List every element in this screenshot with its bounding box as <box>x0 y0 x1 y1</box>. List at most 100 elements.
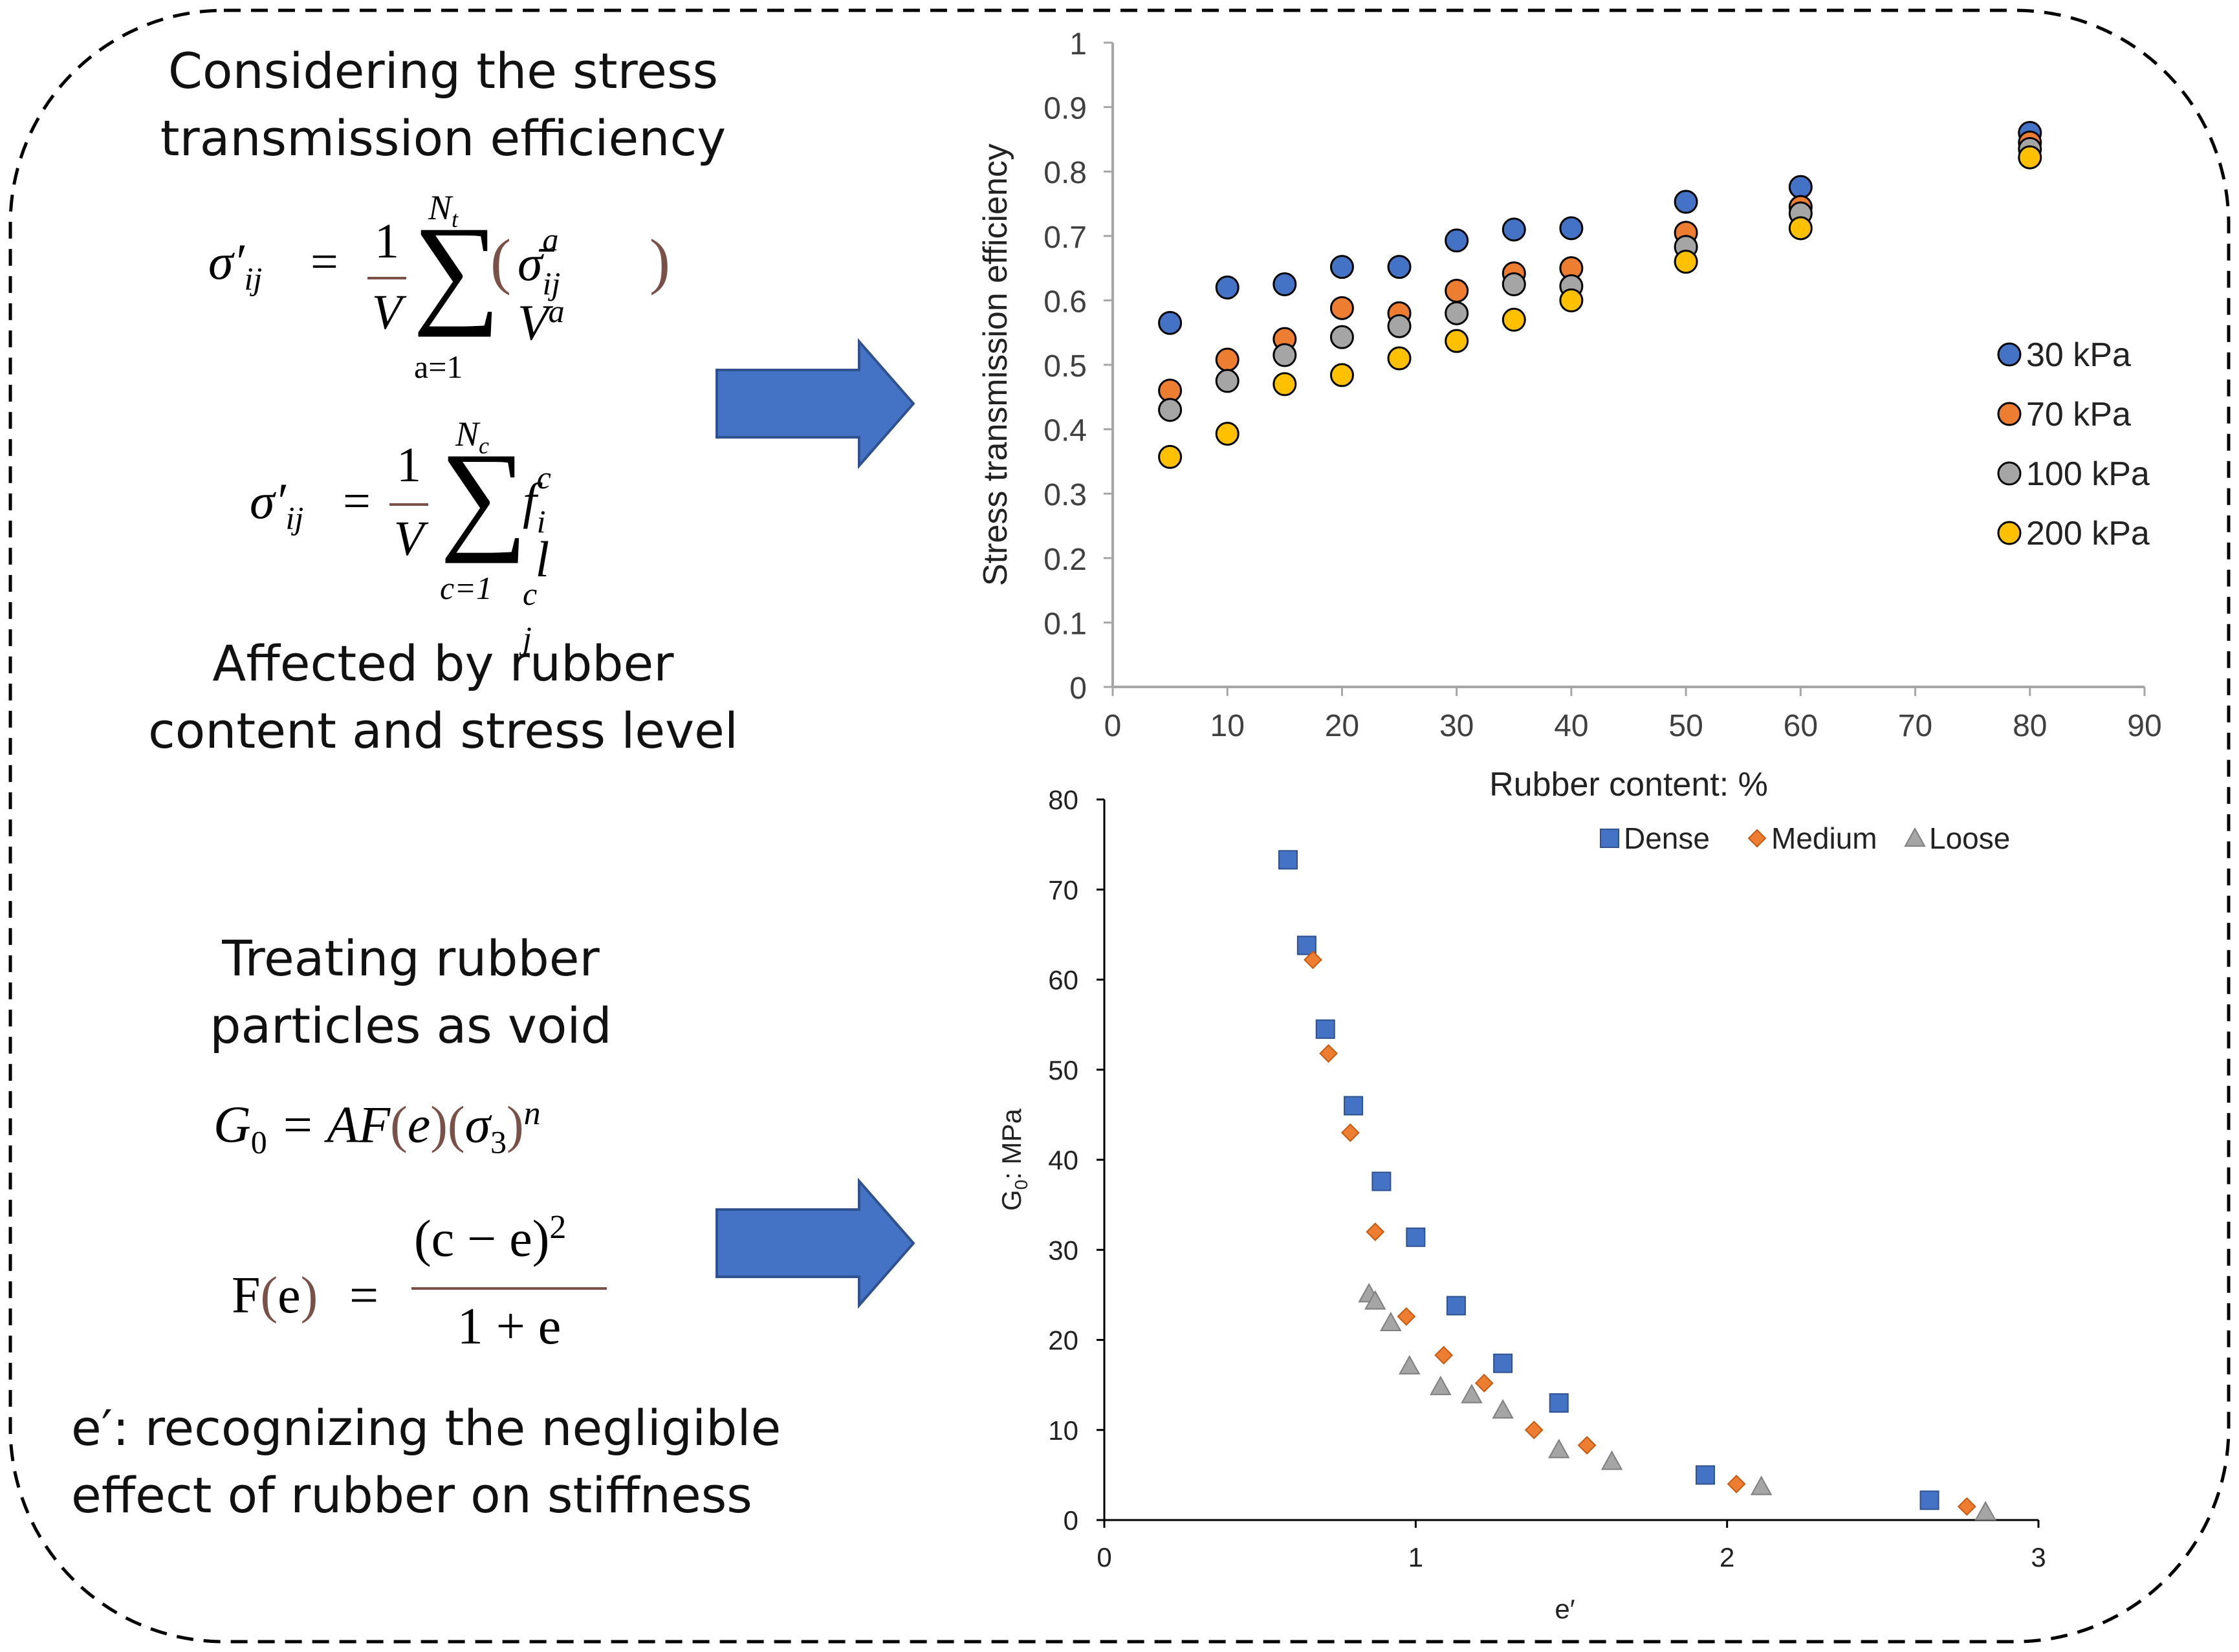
chart1-point <box>1445 228 1469 253</box>
note1-line1: Affected by rubber <box>212 635 674 692</box>
equation-g0: G0 = AF(e)(σ3)n <box>213 1095 541 1160</box>
chart1-point <box>1559 216 1584 241</box>
chart1-point <box>1329 363 1354 387</box>
note1-line2: content and stress level <box>147 702 739 759</box>
eq1-bottom: a=1 <box>414 349 463 385</box>
chart2-point <box>1600 1450 1623 1470</box>
chart1-x-label: Rubber content: % <box>1489 766 1768 803</box>
note-rubber-content: Affected by rubber content and stress le… <box>84 630 802 765</box>
chart1-legend-label: 70 kPa <box>2026 396 2131 433</box>
chart1-x-tick-label: 50 <box>1668 709 1703 743</box>
chart1-y-tick-label: 0.9 <box>1043 92 1087 126</box>
chart2-point <box>1695 1465 1715 1485</box>
chart1-point <box>1674 250 1698 274</box>
chart2-point <box>1549 1393 1569 1413</box>
chart2-y-tick-label: 80 <box>1048 785 1078 815</box>
chart1-legend-label: 200 kPa <box>2026 515 2150 552</box>
eq2-equals: = <box>343 474 371 528</box>
chart1-legend-label: 30 kPa <box>2026 336 2131 374</box>
heading1-line1: Considering the stress <box>168 42 719 100</box>
chart2-point <box>1430 1375 1452 1395</box>
eq1-top-sub: t <box>452 206 459 232</box>
chart2-point <box>1750 1475 1773 1495</box>
chart2-x-tick-label: 2 <box>1720 1542 1734 1572</box>
chart2-y-label-rest: : MPa <box>996 1108 1027 1179</box>
chart1-point <box>1158 310 1183 335</box>
chart1-x-tick-label: 0 <box>1104 709 1122 743</box>
chart2-point <box>1919 1490 1939 1510</box>
chart1-y-tick-label: 0.7 <box>1043 221 1087 255</box>
chart1-point <box>1788 216 1813 241</box>
eq1-v-sup: a <box>548 293 565 329</box>
chart1-y-tick-label: 0.2 <box>1043 543 1087 577</box>
eq3-rhs: = AF <box>279 1096 391 1154</box>
chart2-point <box>1319 1044 1338 1063</box>
chart1-point <box>1329 296 1354 320</box>
chart1-point <box>1272 272 1297 296</box>
sigma-sum-icon-2: ∑ <box>440 428 528 564</box>
sigma-sum-icon-1: ∑ <box>413 202 501 338</box>
chart1-y-tick-label: 0.5 <box>1043 349 1087 384</box>
eq4-e: e <box>278 1267 301 1324</box>
chart2-point <box>1493 1353 1513 1373</box>
chart2-x-tick-label: 1 <box>1408 1542 1423 1572</box>
chart2-point <box>1397 1307 1416 1326</box>
chart1-point <box>1445 301 1469 325</box>
chart2-point <box>1304 950 1322 970</box>
eq3-e: e <box>407 1096 431 1154</box>
eq4-num: (c − e) <box>414 1210 550 1268</box>
chart2-legend-label: Medium <box>1771 821 1877 855</box>
chart2-point <box>1957 1497 1976 1516</box>
chart1-point <box>1158 444 1183 469</box>
heading-treating-rubber: Treating rubber particles as void <box>52 925 770 1060</box>
chart2-y-tick-label: 70 <box>1048 875 1078 905</box>
eq4-f: F <box>232 1267 261 1324</box>
chart1-point <box>2018 145 2042 169</box>
eq1-top: N <box>428 188 452 227</box>
chart2-legend-label: Dense <box>1624 821 1710 855</box>
chart1-point <box>1559 288 1584 312</box>
eq3-sigma: σ <box>464 1096 490 1154</box>
eq2-lhs-sub: ij <box>285 499 304 536</box>
chart2-y-tick-label: 0 <box>1064 1505 1078 1536</box>
eq2-top: N <box>455 415 479 453</box>
eq2-f: f <box>523 473 537 529</box>
chart1-point <box>1329 325 1354 349</box>
eq1-body-sub: ij <box>542 265 561 301</box>
chart2-legend-marker <box>1904 827 1926 847</box>
chart1-point <box>1215 275 1240 299</box>
chart1-point <box>1502 272 1526 296</box>
eq4-den: 1 + e <box>457 1298 562 1355</box>
chart2-legend-marker <box>1600 829 1619 848</box>
chart2-point <box>1371 1171 1392 1191</box>
eq1-paren-close: ) <box>650 226 670 296</box>
eq4-fraction-bar <box>411 1287 607 1290</box>
chart1-point <box>1215 422 1240 446</box>
heading1-line2: transmission efficiency <box>160 109 726 167</box>
eq1-body-sup: a <box>542 221 559 257</box>
eq4-equals: = <box>349 1267 379 1324</box>
chart2-point <box>1461 1384 1483 1404</box>
chart1-point <box>1502 217 1526 242</box>
note2-line2: effect of rubber on stiffness <box>71 1466 752 1524</box>
chart1-point <box>1387 346 1412 371</box>
right-arrow-icon-2 <box>715 1177 915 1309</box>
eq3-n: n <box>523 1095 541 1132</box>
chart1-legend-marker <box>1997 342 2022 367</box>
chart1-x-tick-label: 30 <box>1439 709 1474 743</box>
chart2-point <box>1364 1290 1386 1310</box>
chart1-points <box>1158 120 2042 469</box>
eq1-num: 1 <box>375 214 399 268</box>
chart2-x-label: e′ <box>1555 1594 1575 1624</box>
note2-line1: e′: recognizing the negligible <box>71 1399 781 1457</box>
eq1-lhs: σ′ <box>208 234 245 290</box>
chart1-point <box>1272 343 1297 367</box>
eq2-l-sub: j <box>523 620 532 656</box>
chart1-point <box>1272 372 1297 397</box>
chart1-y-tick-label: 0.4 <box>1043 414 1087 448</box>
chart2-legend-label: Loose <box>1929 821 2010 855</box>
eq2-fraction-bar <box>389 503 428 506</box>
eq1-equals: = <box>311 235 338 289</box>
chart1-y-label: Stress transmission efficiency <box>977 144 1014 586</box>
